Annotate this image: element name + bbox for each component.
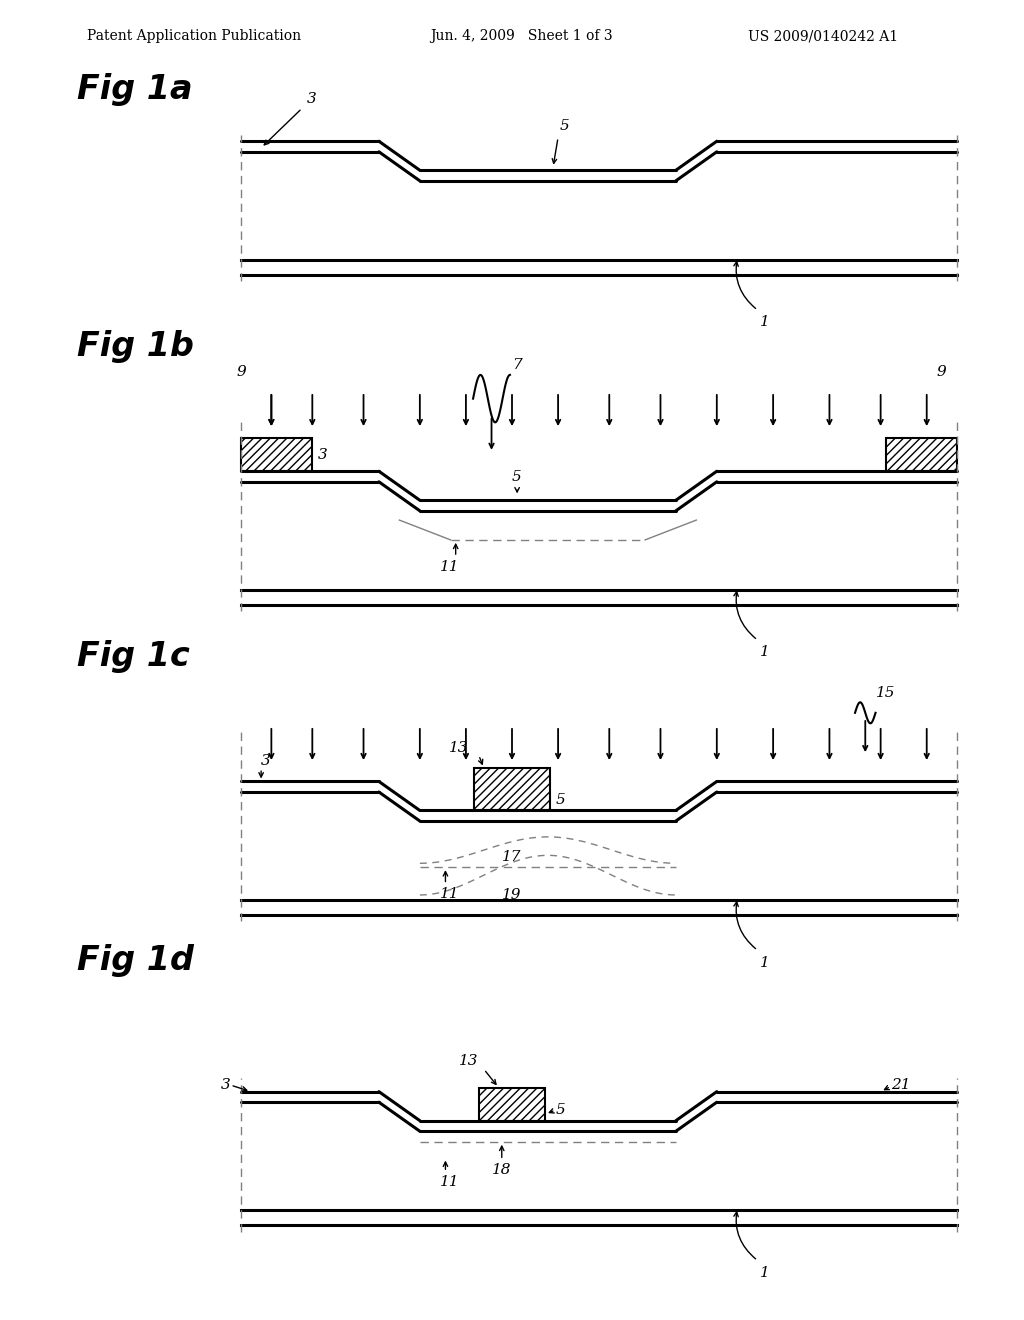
Bar — [241, 438, 312, 471]
Text: 9: 9 — [236, 364, 246, 379]
Text: 19: 19 — [502, 888, 522, 903]
Text: 1: 1 — [760, 645, 770, 660]
Text: Fig 1c: Fig 1c — [77, 640, 189, 673]
Text: 5: 5 — [512, 470, 522, 484]
Text: 3: 3 — [307, 91, 317, 106]
Text: 5: 5 — [555, 1104, 565, 1117]
Text: 5: 5 — [555, 792, 565, 807]
Text: 1: 1 — [760, 1266, 770, 1280]
Text: Fig 1a: Fig 1a — [77, 73, 193, 106]
Text: Patent Application Publication: Patent Application Publication — [87, 29, 301, 44]
Text: Jun. 4, 2009   Sheet 1 of 3: Jun. 4, 2009 Sheet 1 of 3 — [430, 29, 612, 44]
Text: Fig 1b: Fig 1b — [77, 330, 194, 363]
Text: 3: 3 — [317, 447, 328, 462]
Text: 11: 11 — [440, 887, 460, 902]
Text: 21: 21 — [891, 1078, 910, 1092]
Text: 11: 11 — [440, 1175, 460, 1189]
Text: 13: 13 — [449, 741, 469, 755]
Text: 18: 18 — [492, 1163, 512, 1177]
Bar — [886, 438, 957, 471]
Text: 1: 1 — [760, 315, 770, 330]
Text: 1: 1 — [760, 956, 770, 970]
Text: 5: 5 — [560, 119, 570, 133]
Text: 7: 7 — [512, 358, 522, 372]
Text: 15: 15 — [876, 685, 895, 700]
Text: 11: 11 — [440, 560, 460, 574]
Text: US 2009/0140242 A1: US 2009/0140242 A1 — [748, 29, 898, 44]
Bar — [479, 1088, 545, 1121]
Text: 9: 9 — [937, 364, 947, 379]
Text: 13: 13 — [459, 1053, 478, 1068]
Text: 3: 3 — [220, 1078, 230, 1092]
Text: Fig 1d: Fig 1d — [77, 944, 194, 977]
Bar — [473, 768, 551, 810]
Text: 3: 3 — [261, 754, 271, 768]
Text: 17: 17 — [502, 850, 522, 865]
